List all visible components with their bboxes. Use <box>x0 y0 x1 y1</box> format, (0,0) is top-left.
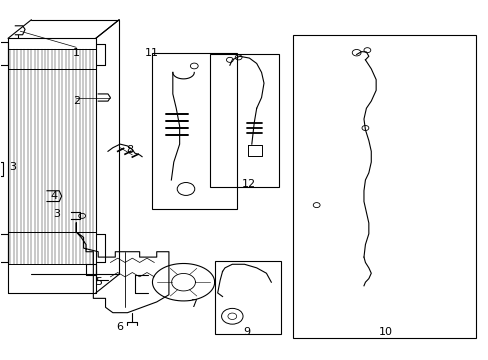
Bar <box>293 35 475 338</box>
Text: 9: 9 <box>243 327 250 337</box>
Text: 11: 11 <box>144 48 159 58</box>
Text: 1: 1 <box>73 48 80 58</box>
Text: 8: 8 <box>126 144 133 154</box>
Text: 2: 2 <box>73 96 80 106</box>
Bar <box>152 53 237 209</box>
Text: 6: 6 <box>117 322 123 332</box>
Text: 7: 7 <box>189 299 197 309</box>
Bar <box>210 54 278 187</box>
Text: 10: 10 <box>378 327 392 337</box>
Text: 4: 4 <box>51 191 58 201</box>
Text: 3: 3 <box>53 209 60 219</box>
Bar <box>215 261 281 334</box>
Text: 12: 12 <box>242 179 256 189</box>
Text: 5: 5 <box>95 277 102 287</box>
Text: 3: 3 <box>9 162 17 172</box>
